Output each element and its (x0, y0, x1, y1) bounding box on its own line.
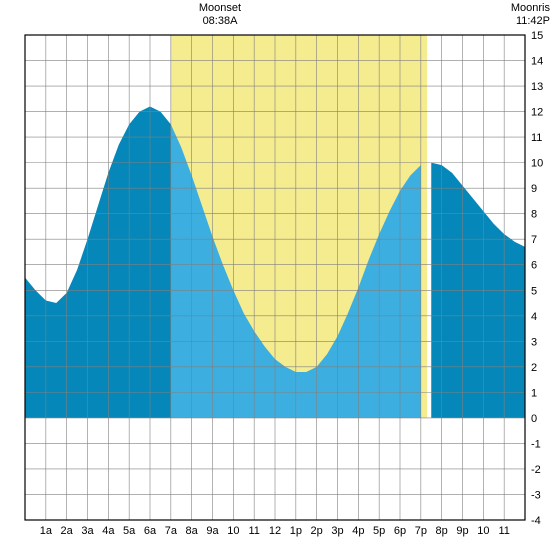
x-tick-label: 9a (206, 525, 219, 537)
y-tick-label: -1 (531, 438, 541, 450)
x-tick-label: 1a (40, 525, 53, 537)
x-tick-label: 8p (436, 525, 448, 537)
moonrise-time: 11:42P (500, 15, 550, 28)
moonset-time: 08:38A (180, 15, 260, 28)
y-tick-label: 1 (531, 387, 537, 399)
y-tick-label: 9 (531, 183, 537, 195)
x-tick-label: 4p (352, 525, 364, 537)
y-tick-label: 0 (531, 413, 537, 425)
y-tick-label: 4 (531, 311, 537, 323)
x-tick-label: 4a (102, 525, 115, 537)
x-tick-label: 2a (61, 525, 74, 537)
y-tick-label: 6 (531, 260, 537, 272)
x-tick-label: 6a (144, 525, 157, 537)
chart-canvas: -4-3-2-101234567891011121314151a2a3a4a5a… (0, 0, 550, 550)
x-tick-label: 3p (331, 525, 343, 537)
x-tick-label: 8a (186, 525, 199, 537)
y-tick-label: 2 (531, 362, 537, 374)
y-tick-label: -4 (531, 515, 541, 527)
y-tick-label: 15 (531, 30, 543, 42)
tide-chart: Moonset 08:38A Moonris 11:42P -4 -3 -2 -1 0 1… (0, 0, 550, 550)
x-tick-label: 10 (227, 525, 239, 537)
x-tick-label: 1p (290, 525, 302, 537)
y-tick-label: 11 (531, 132, 542, 144)
moonrise-title: Moonris (500, 2, 550, 15)
x-tick-label: 10 (477, 525, 489, 537)
x-tick-label: 9p (456, 525, 468, 537)
x-tick-label: 3a (81, 525, 94, 537)
moonset-label: Moonset 08:38A (180, 2, 260, 28)
x-tick-label: 7a (165, 525, 178, 537)
x-tick-label: 7p (415, 525, 427, 537)
moonrise-label: Moonris 11:42P (500, 2, 550, 28)
tide-area-night (25, 106, 171, 417)
moonset-title: Moonset (180, 2, 260, 15)
y-tick-label: 8 (531, 209, 537, 221)
x-tick-label: 12 (269, 525, 281, 537)
y-tick-label: 5 (531, 285, 537, 297)
x-tick-label: 5p (373, 525, 385, 537)
x-tick-label: 11 (248, 525, 259, 537)
y-tick-label: 14 (531, 56, 543, 68)
x-tick-label: 5a (123, 525, 136, 537)
y-tick-label: 10 (531, 158, 543, 170)
y-tick-label: 13 (531, 81, 543, 93)
y-tick-label: 7 (531, 234, 537, 246)
y-tick-label: -2 (531, 464, 541, 476)
y-tick-label: -3 (531, 489, 541, 501)
y-tick-label: 12 (531, 107, 543, 119)
y-tick-label: 3 (531, 336, 537, 348)
x-tick-label: 6p (394, 525, 406, 537)
x-tick-label: 2p (311, 525, 323, 537)
x-tick-label: 11 (498, 525, 509, 537)
